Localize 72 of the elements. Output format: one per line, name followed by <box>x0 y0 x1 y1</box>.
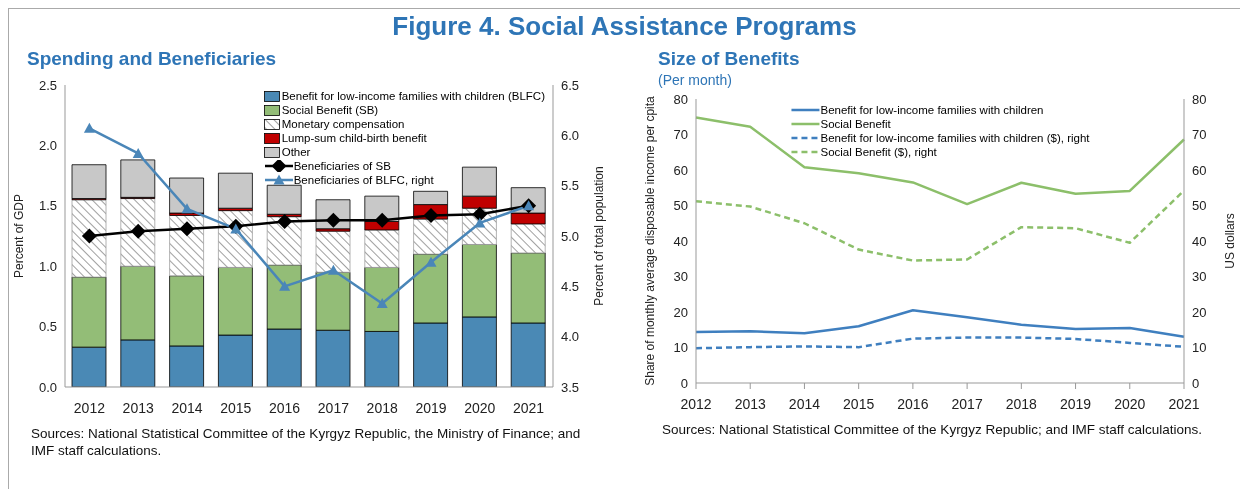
legend-label: Lump-sum child-birth benefit <box>281 132 427 144</box>
y2-tick-label: 40 <box>1192 233 1207 249</box>
legend-label: Benefit for low-income families with children <box>820 104 1044 116</box>
x-tick-label: 2016 <box>269 399 301 416</box>
x-tick-label: 2020 <box>1114 395 1146 412</box>
y2-tick-label: 5.0 <box>561 228 580 244</box>
y2-tick-label: 6.5 <box>561 77 580 93</box>
y-tick-label: 60 <box>673 162 688 178</box>
y2-tick-label: 80 <box>1192 91 1207 107</box>
y-axis-title: Percent of GDP <box>12 193 27 279</box>
y2-tick-label: 70 <box>1192 127 1207 143</box>
y-tick-label: 30 <box>673 269 688 285</box>
y2-tick-label: 20 <box>1192 304 1207 320</box>
source-note: Sources: National Statistical Committee of the Kyrgyz Republic; and IMF staff calculations. <box>661 421 1203 438</box>
legend-label: Social Benefit (SB) <box>281 104 379 116</box>
x-tick-label: 2019 <box>1059 395 1092 412</box>
y-tick-label: 50 <box>673 198 688 214</box>
x-tick-label: 2020 <box>464 399 496 416</box>
x-tick-label: 2019 <box>415 399 447 416</box>
legend-label: Other <box>281 146 311 158</box>
x-tick-label: 2014 <box>171 399 203 416</box>
legend-label: Beneficiaries of SB <box>293 160 391 172</box>
y2-axis-title: Percent of total population <box>592 166 607 306</box>
y2-tick-label: 6.0 <box>561 127 580 143</box>
y-tick-label: 70 <box>673 127 688 143</box>
legend-label: Social Benefit ($), right <box>820 146 937 158</box>
y2-tick-label: 10 <box>1192 340 1207 356</box>
x-tick-label: 2021 <box>1168 395 1200 412</box>
y-tick-label: 2.0 <box>38 138 57 154</box>
y2-tick-label: 50 <box>1192 198 1207 214</box>
y2-tick-label: 5.5 <box>561 178 580 194</box>
x-tick-label: 2018 <box>366 399 398 416</box>
text: Figure 4. Social Assistance Programs <box>391 10 858 43</box>
legend-label: Social Benefit <box>820 118 891 130</box>
legend-label: Benefit for low-income families with children ($), right <box>820 132 1090 144</box>
y2-tick-label: 4.0 <box>561 329 580 345</box>
y-tick-label: 80 <box>673 91 688 107</box>
x-tick-label: 2017 <box>951 395 983 412</box>
y2-tick-label: 60 <box>1192 162 1207 178</box>
x-tick-label: 2016 <box>897 395 929 412</box>
legend-label: Beneficiaries of BLFC, right <box>293 174 434 186</box>
y-tick-label: 0 <box>680 375 688 391</box>
x-tick-label: 2015 <box>220 399 252 416</box>
x-tick-label: 2015 <box>843 395 875 412</box>
y-tick-label: 2.5 <box>38 77 57 93</box>
y-tick-label: 0.5 <box>38 319 57 335</box>
x-tick-label: 2013 <box>734 395 766 412</box>
y2-tick-label: 0 <box>1192 375 1200 391</box>
x-tick-label: 2021 <box>513 399 545 416</box>
x-tick-label: 2013 <box>122 399 154 416</box>
x-tick-label: 2017 <box>317 399 350 416</box>
x-tick-label: 2014 <box>788 395 821 412</box>
y2-tick-label: 30 <box>1192 269 1207 285</box>
y-tick-label: 20 <box>673 304 688 320</box>
legend-label: Benefit for low-income families with children (BLFC) <box>281 90 545 102</box>
chart-title: Size of Benefits <box>657 47 801 71</box>
chart-subtitle: (Per month) <box>657 71 733 89</box>
y-axis-title: Share of monthly average disposable income per cpita <box>643 95 658 386</box>
x-tick-label: 2012 <box>680 395 712 412</box>
source-note: Sources: National Statistical Committee of the Kyrgyz Republic, the Ministry of Finance; and IMF staff calculations. <box>30 425 582 459</box>
x-tick-label: 2018 <box>1005 395 1038 412</box>
y-tick-label: 10 <box>673 340 688 356</box>
y2-tick-label: 4.5 <box>561 278 580 294</box>
legend-label: Monetary compensation <box>281 118 405 130</box>
y-tick-label: 1.5 <box>38 198 57 214</box>
y2-axis-title: US dollars <box>1223 213 1238 269</box>
y-tick-label: 40 <box>673 233 688 249</box>
chart-title: Spending and Beneficiaries <box>26 47 278 71</box>
y-tick-label: 1.0 <box>38 258 57 274</box>
x-tick-label: 2012 <box>73 399 106 416</box>
y-tick-label: 0.0 <box>38 379 57 395</box>
y2-tick-label: 3.5 <box>561 379 580 395</box>
